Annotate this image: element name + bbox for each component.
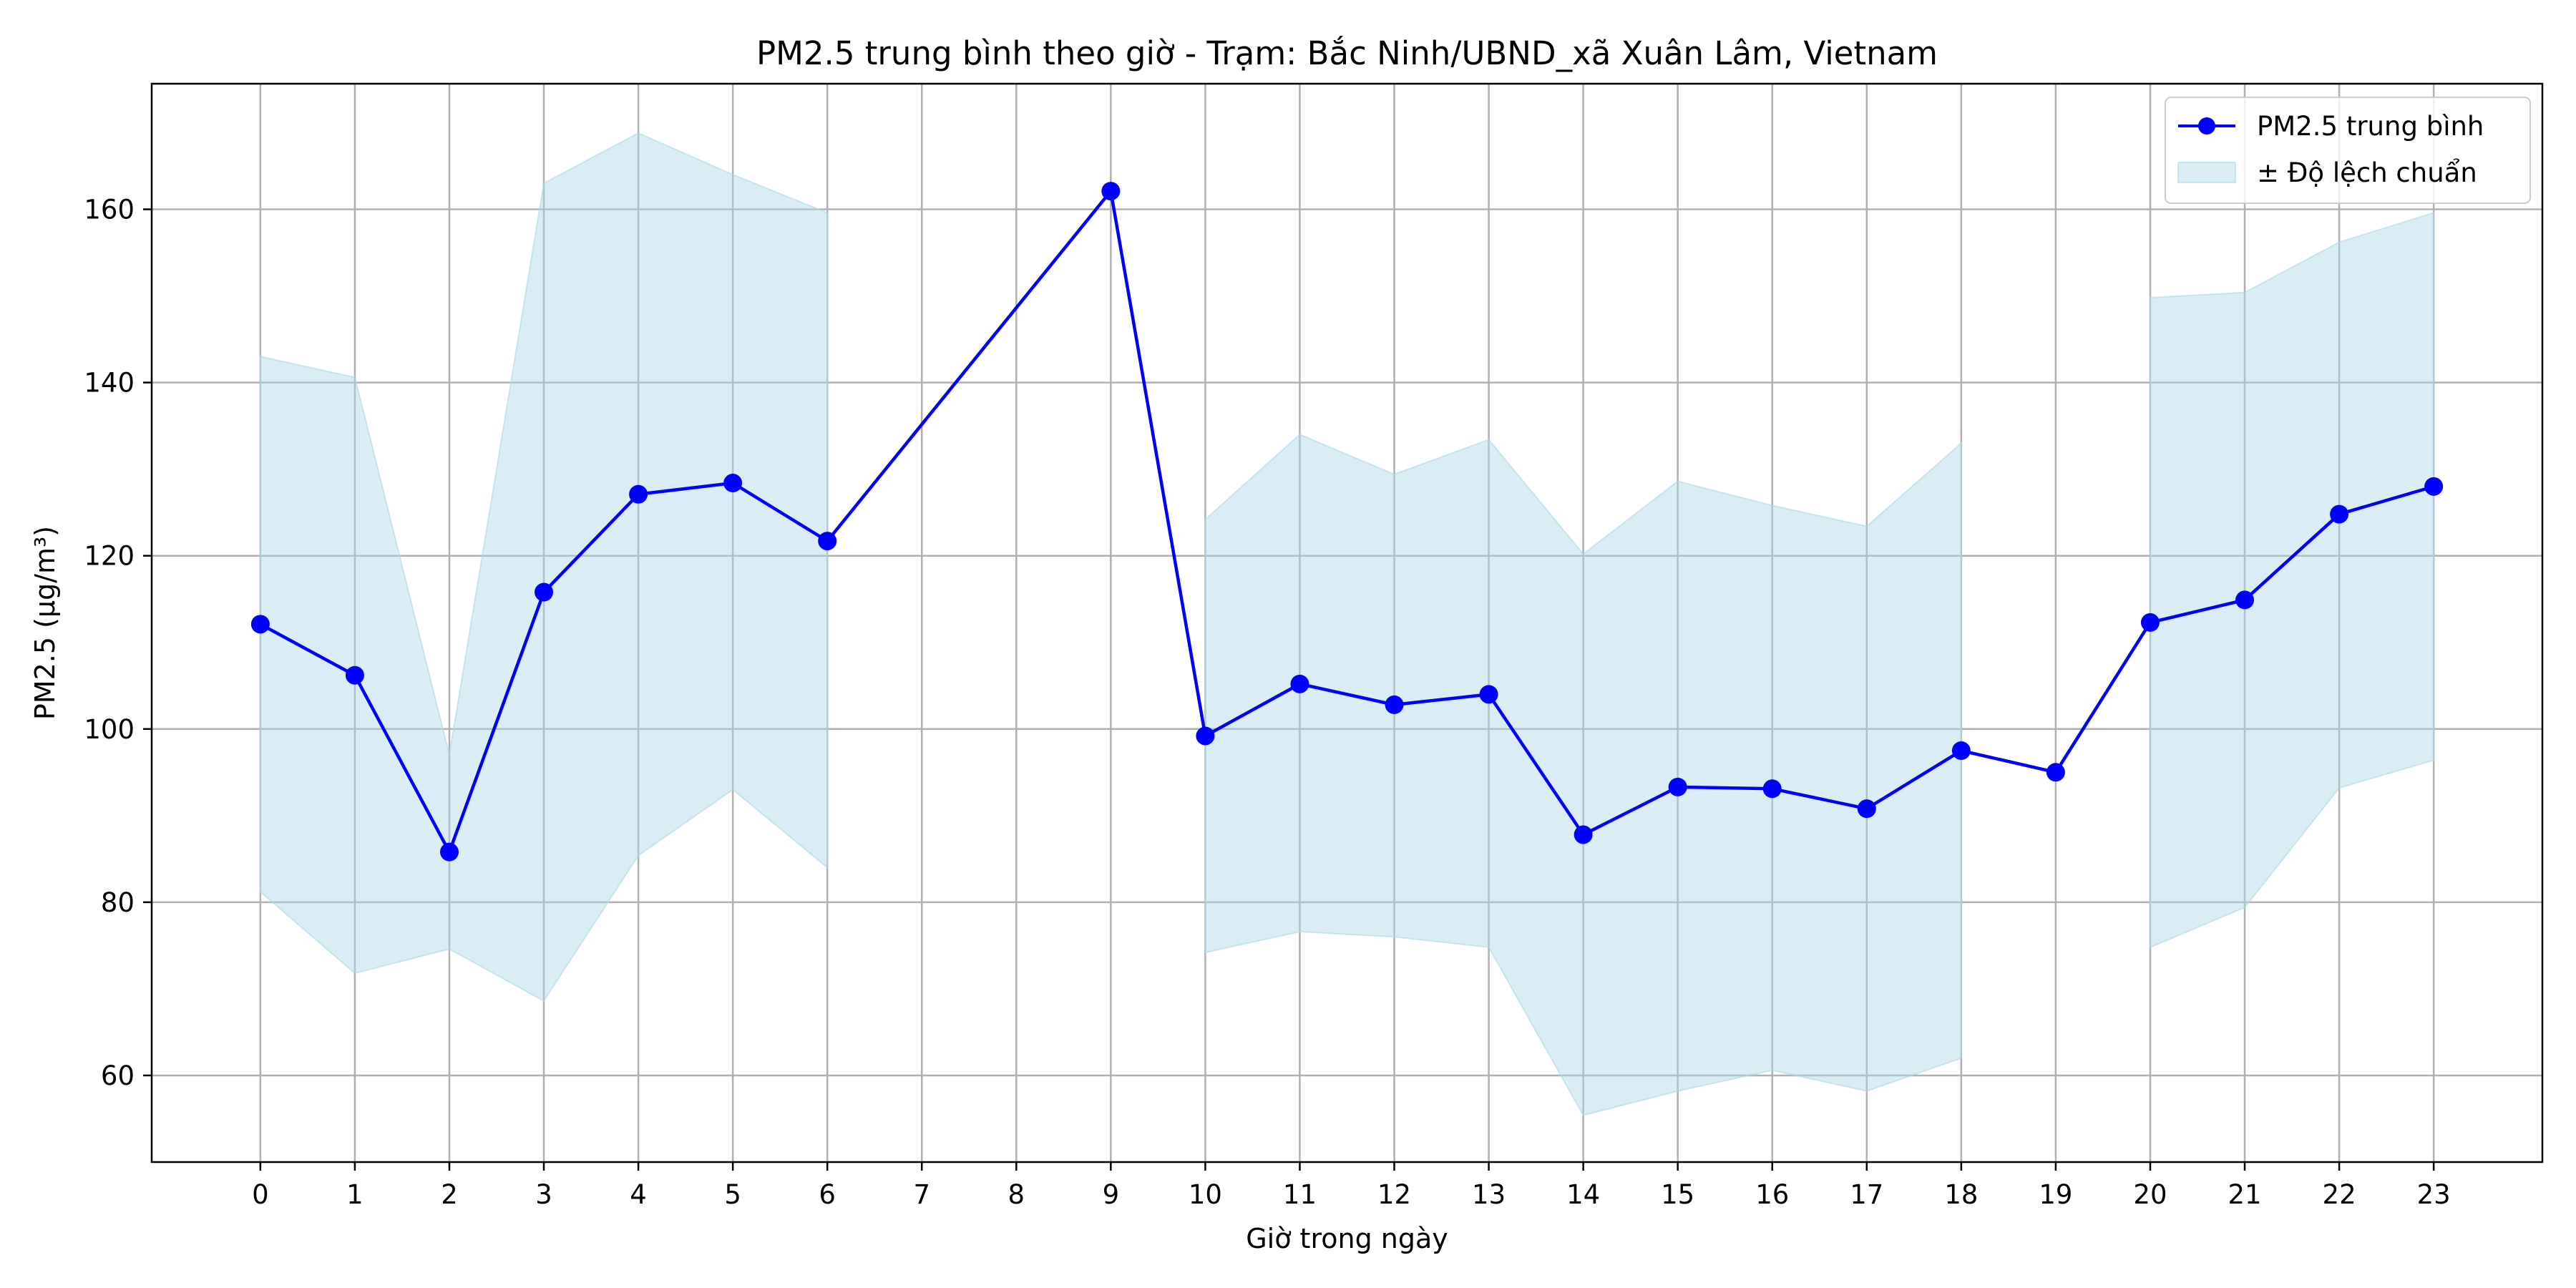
data-point — [2330, 504, 2349, 524]
x-tick-label: 12 — [1377, 1179, 1411, 1210]
series-line-layer — [259, 189, 2434, 854]
data-point — [1668, 777, 1687, 796]
x-tick-label: 13 — [1472, 1179, 1506, 1210]
y-tick-label: 100 — [84, 714, 135, 745]
grid — [152, 84, 2542, 1162]
x-axis-label: Giờ trong ngày — [1246, 1223, 1448, 1254]
x-tick-label: 23 — [2417, 1179, 2451, 1210]
legend-box — [2165, 97, 2531, 204]
x-tick-label: 5 — [724, 1179, 741, 1210]
x-tick-label: 6 — [819, 1179, 836, 1210]
legend-marker-swatch — [2198, 117, 2215, 135]
data-point — [1385, 695, 1404, 714]
data-point — [345, 665, 364, 685]
legend: PM2.5 trung bình ± Độ lệch chuẩn — [2165, 97, 2531, 204]
data-point — [2046, 763, 2065, 782]
data-point — [2235, 590, 2255, 610]
data-point — [723, 474, 743, 493]
x-tick-label: 3 — [535, 1179, 552, 1210]
x-tick-label: 10 — [1189, 1179, 1222, 1210]
data-point — [439, 842, 459, 862]
data-point — [1196, 726, 1215, 746]
x-tick-label: 16 — [1755, 1179, 1789, 1210]
data-point — [1101, 182, 1121, 201]
x-tick-label: 2 — [441, 1179, 458, 1210]
data-point — [1857, 799, 1876, 819]
std-band-segment — [2149, 211, 2435, 949]
data-point — [629, 484, 648, 504]
data-point — [250, 615, 270, 634]
plot-frame — [150, 82, 2544, 1163]
x-tick-label: 17 — [1850, 1179, 1883, 1210]
x-tick-label: 11 — [1283, 1179, 1317, 1210]
x-axis-ticks: 0 1 2 3 4 5 6 7 8 9 10 11 12 13 14 15 16 17 18 19 20 21 22 23 — [252, 1162, 2451, 1210]
data-point — [2424, 477, 2444, 496]
y-tick-label: 140 — [84, 368, 135, 399]
x-tick-label: 1 — [346, 1179, 364, 1210]
series-line — [259, 189, 2434, 854]
x-tick-label: 7 — [913, 1179, 930, 1210]
data-point — [535, 582, 554, 602]
data-point — [1479, 685, 1498, 704]
y-tick-label: 160 — [84, 195, 135, 225]
x-tick-label: 22 — [2323, 1179, 2356, 1210]
x-tick-label: 4 — [630, 1179, 647, 1210]
legend-label-mean: PM2.5 trung bình — [2257, 111, 2484, 142]
y-tick-label: 120 — [84, 541, 135, 572]
x-tick-label: 8 — [1008, 1179, 1025, 1210]
x-tick-label: 18 — [1944, 1179, 1978, 1210]
y-tick-label: 60 — [101, 1060, 135, 1091]
x-tick-label: 21 — [2228, 1179, 2261, 1210]
data-point — [2140, 613, 2160, 632]
x-tick-label: 15 — [1661, 1179, 1694, 1210]
data-point — [1290, 674, 1309, 693]
y-axis-ticks: 60 80 100 120 140 160 — [84, 195, 152, 1091]
y-tick-label: 80 — [101, 887, 135, 918]
y-axis-label: PM2.5 (µg/m³) — [29, 526, 61, 720]
x-tick-label: 19 — [2039, 1179, 2072, 1210]
chart-title: PM2.5 trung bình theo giờ - Trạm: Bắc Ni… — [756, 34, 1938, 72]
legend-band-swatch — [2177, 162, 2236, 183]
data-point — [818, 532, 837, 551]
data-point — [1574, 825, 1593, 844]
data-point — [1762, 779, 1782, 799]
series-marker-layer — [250, 182, 2444, 862]
legend-label-std: ± Độ lệch chuẩn — [2257, 157, 2477, 188]
std-band-segment — [259, 132, 829, 1002]
data-point — [1951, 741, 1971, 761]
x-tick-label: 9 — [1103, 1179, 1120, 1210]
x-tick-label: 20 — [2133, 1179, 2167, 1210]
x-tick-label: 0 — [252, 1179, 269, 1210]
std-band-layer — [259, 132, 2435, 1116]
std-band-segment — [1204, 434, 1962, 1116]
x-tick-label: 14 — [1566, 1179, 1600, 1210]
